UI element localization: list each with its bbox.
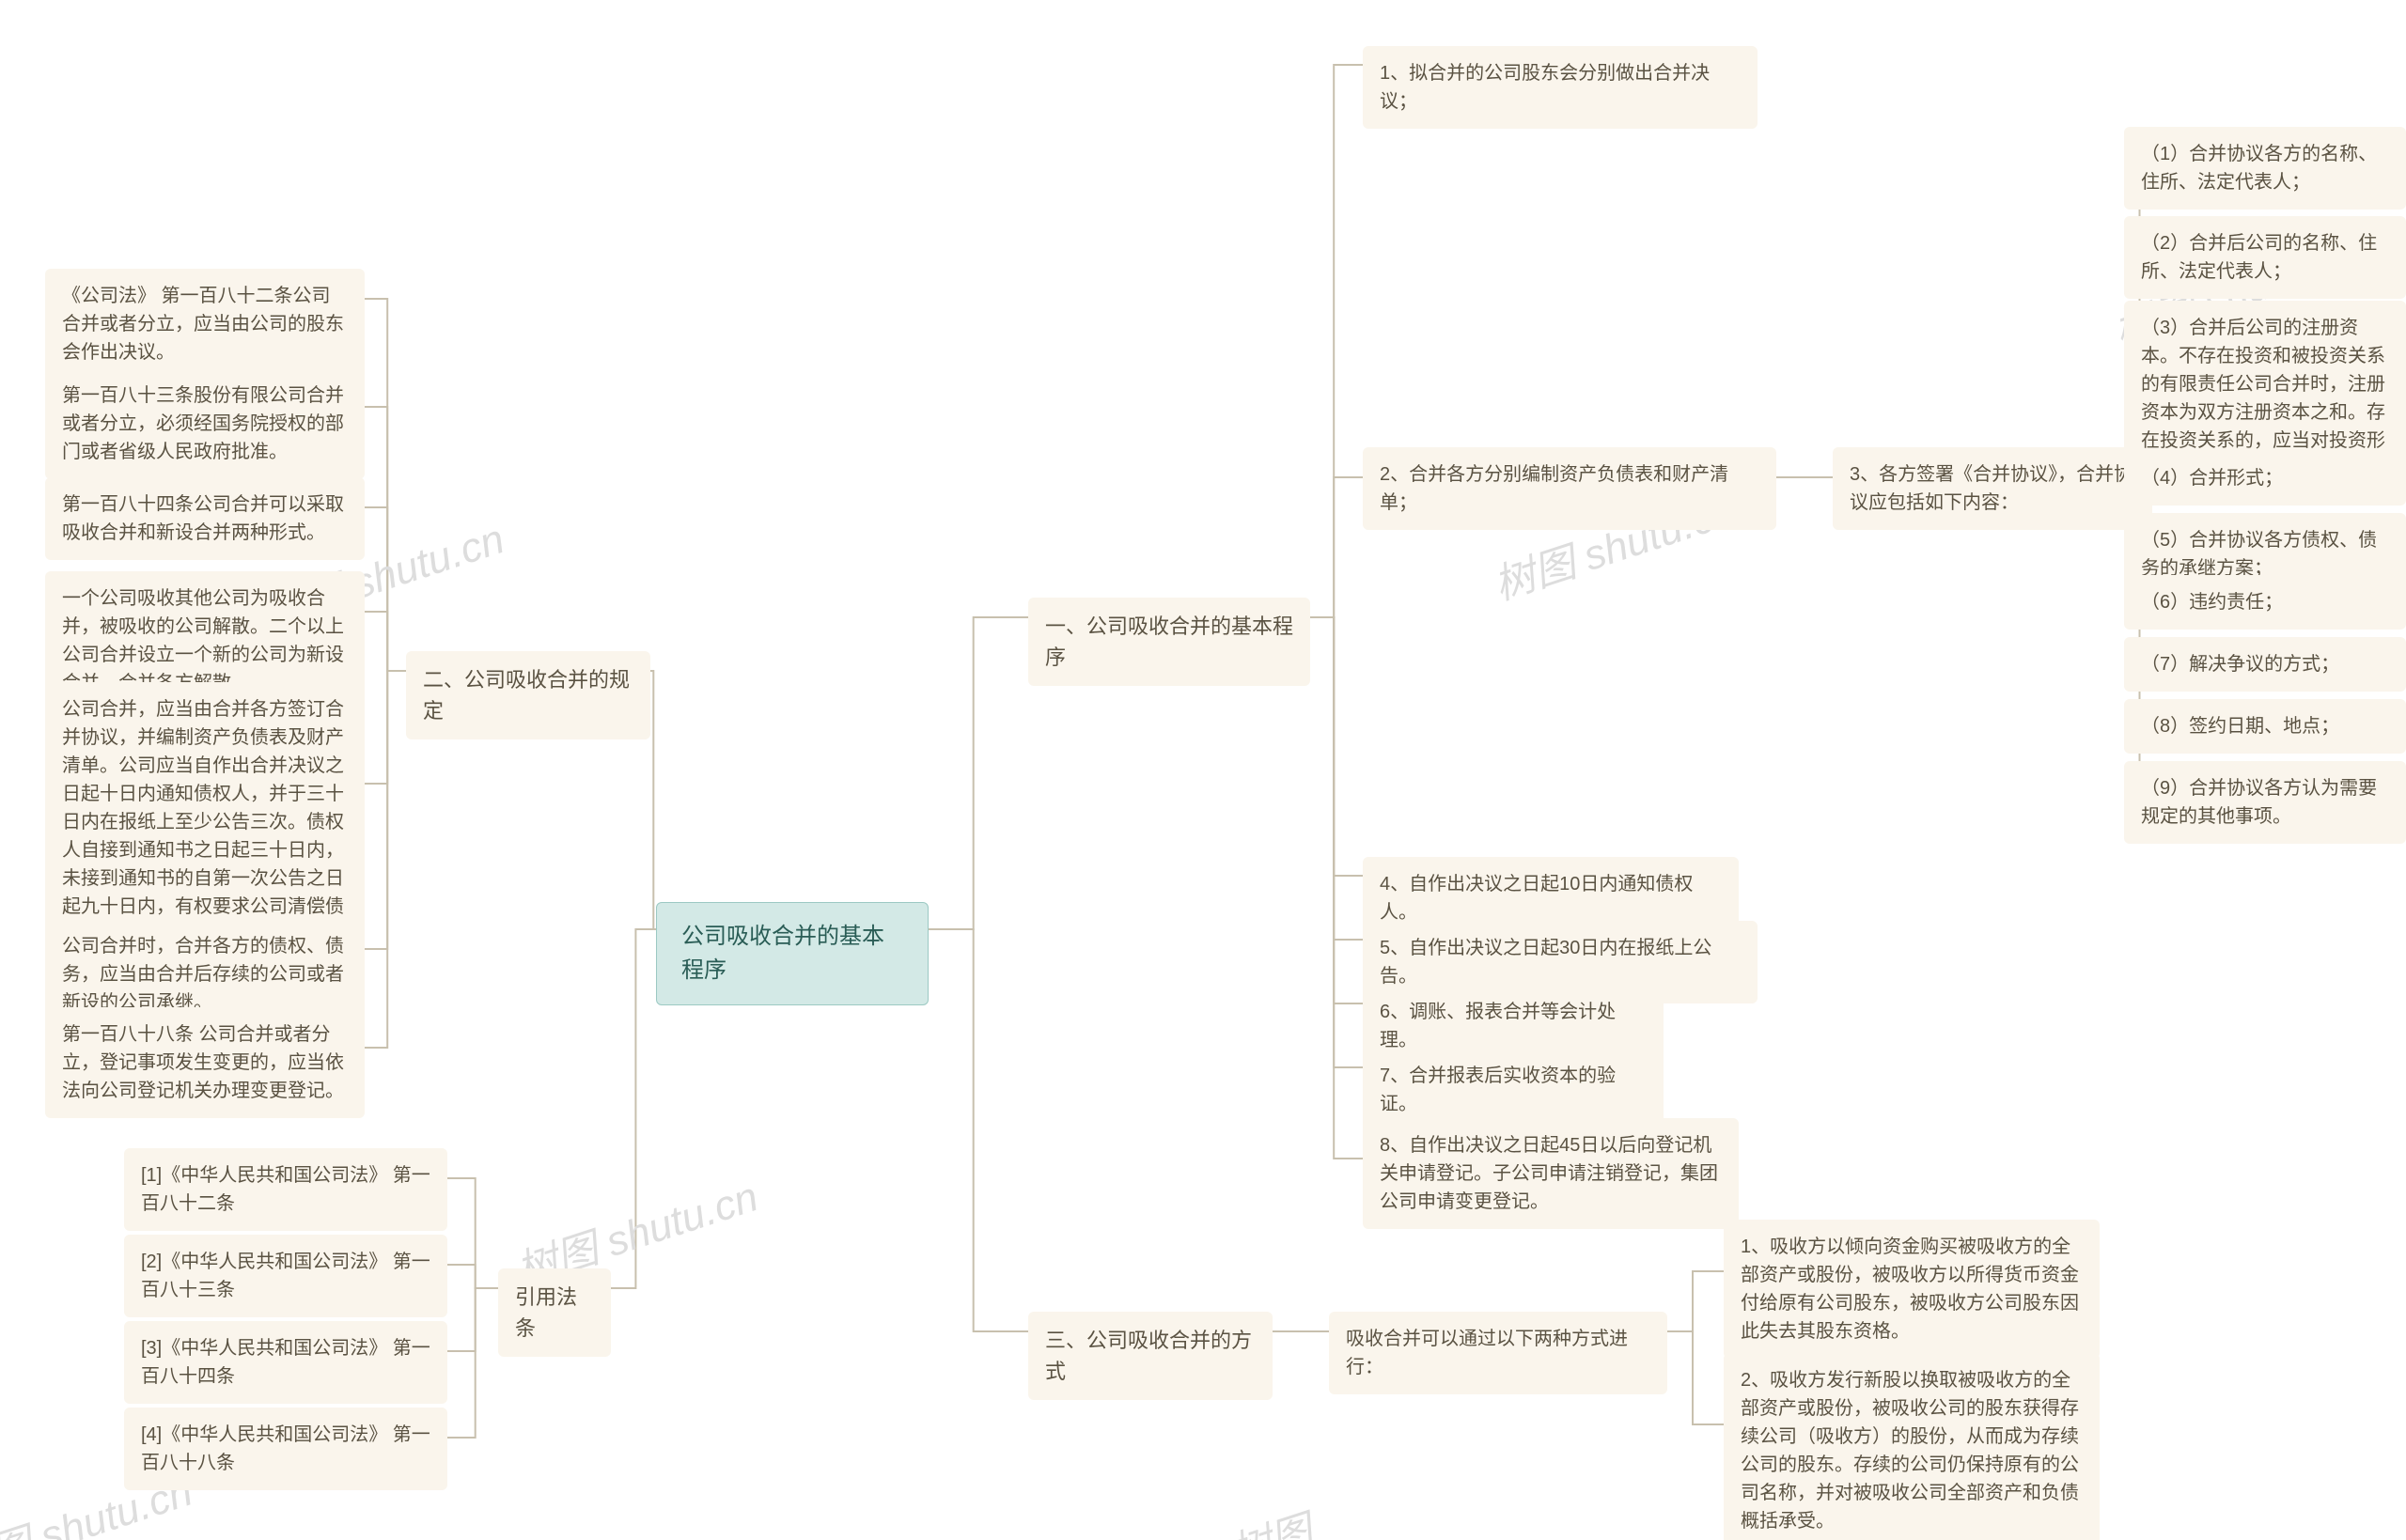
branch-r1[interactable]: 一、公司吸收合并的基本程序 (1028, 598, 1310, 686)
node-l1a[interactable]: 《公司法》 第一百八十二条公司合并或者分立，应当由公司的股东会作出决议。 (45, 269, 365, 380)
node-l1g[interactable]: 第一百八十八条 公司合并或者分立，登记事项发生变更的，应当依法向公司登记机关办理… (45, 1007, 365, 1118)
branch-l1[interactable]: 二、公司吸收合并的规定 (406, 651, 650, 739)
node-l1b[interactable]: 第一百八十三条股份有限公司合并或者分立，必须经国务院授权的部门或者省级人民政府批… (45, 368, 365, 479)
node-r2a1[interactable]: 1、吸收方以倾向资金购买被吸收方的全部资产或股份，被吸收方以所得货币资金付给原有… (1724, 1220, 2100, 1359)
node-r2a2[interactable]: 2、吸收方发行新股以换取被吸收方的全部资产或股份，被吸收公司的股东获得存续公司（… (1724, 1353, 2100, 1540)
node-r1b1b[interactable]: （2）合并后公司的名称、住所、法定代表人； (2124, 216, 2406, 299)
node-l2a[interactable]: [1]《中华人民共和国公司法》 第一百八十二条 (124, 1148, 447, 1231)
watermark: 树图 (1222, 1497, 1319, 1540)
mindmap-canvas: 树图 shutu.cn树图 shutu.cn树图 shutu.cn树图 shut… (0, 0, 2406, 1540)
node-r1b1a[interactable]: （1）合并协议各方的名称、住所、法定代表人； (2124, 127, 2406, 210)
node-r1b1d[interactable]: （4）合并形式； (2124, 451, 2406, 506)
node-r1b1f[interactable]: （6）违约责任； (2124, 575, 2406, 630)
branch-r2[interactable]: 三、公司吸收合并的方式 (1028, 1312, 1273, 1400)
root-node-root[interactable]: 公司吸收合并的基本程序 (656, 902, 929, 1005)
branch-l2[interactable]: 引用法条 (498, 1268, 611, 1357)
node-l2c[interactable]: [3]《中华人民共和国公司法》 第一百八十四条 (124, 1321, 447, 1404)
node-r1b[interactable]: 2、合并各方分别编制资产负债表和财产清单； (1363, 447, 1776, 530)
node-r2a[interactable]: 吸收合并可以通过以下两种方式进行： (1329, 1312, 1667, 1394)
node-l1c[interactable]: 第一百八十四条公司合并可以采取吸收合并和新设合并两种形式。 (45, 477, 365, 560)
node-r1b1i[interactable]: （9）合并协议各方认为需要规定的其他事项。 (2124, 761, 2406, 844)
node-r1b1g[interactable]: （7）解决争议的方式； (2124, 637, 2406, 692)
node-r1a[interactable]: 1、拟合并的公司股东会分别做出合并决议； (1363, 46, 1758, 129)
node-r1g[interactable]: 8、自作出决议之日起45日以后向登记机关申请登记。子公司申请注销登记，集团公司申… (1363, 1118, 1739, 1229)
node-r1b1h[interactable]: （8）签约日期、地点； (2124, 699, 2406, 754)
node-l2d[interactable]: [4]《中华人民共和国公司法》 第一百八十八条 (124, 1408, 447, 1490)
node-l2b[interactable]: [2]《中华人民共和国公司法》 第一百八十三条 (124, 1235, 447, 1317)
node-r1b1[interactable]: 3、各方签署《合并协议》，合并协议应包括如下内容： (1833, 447, 2152, 530)
